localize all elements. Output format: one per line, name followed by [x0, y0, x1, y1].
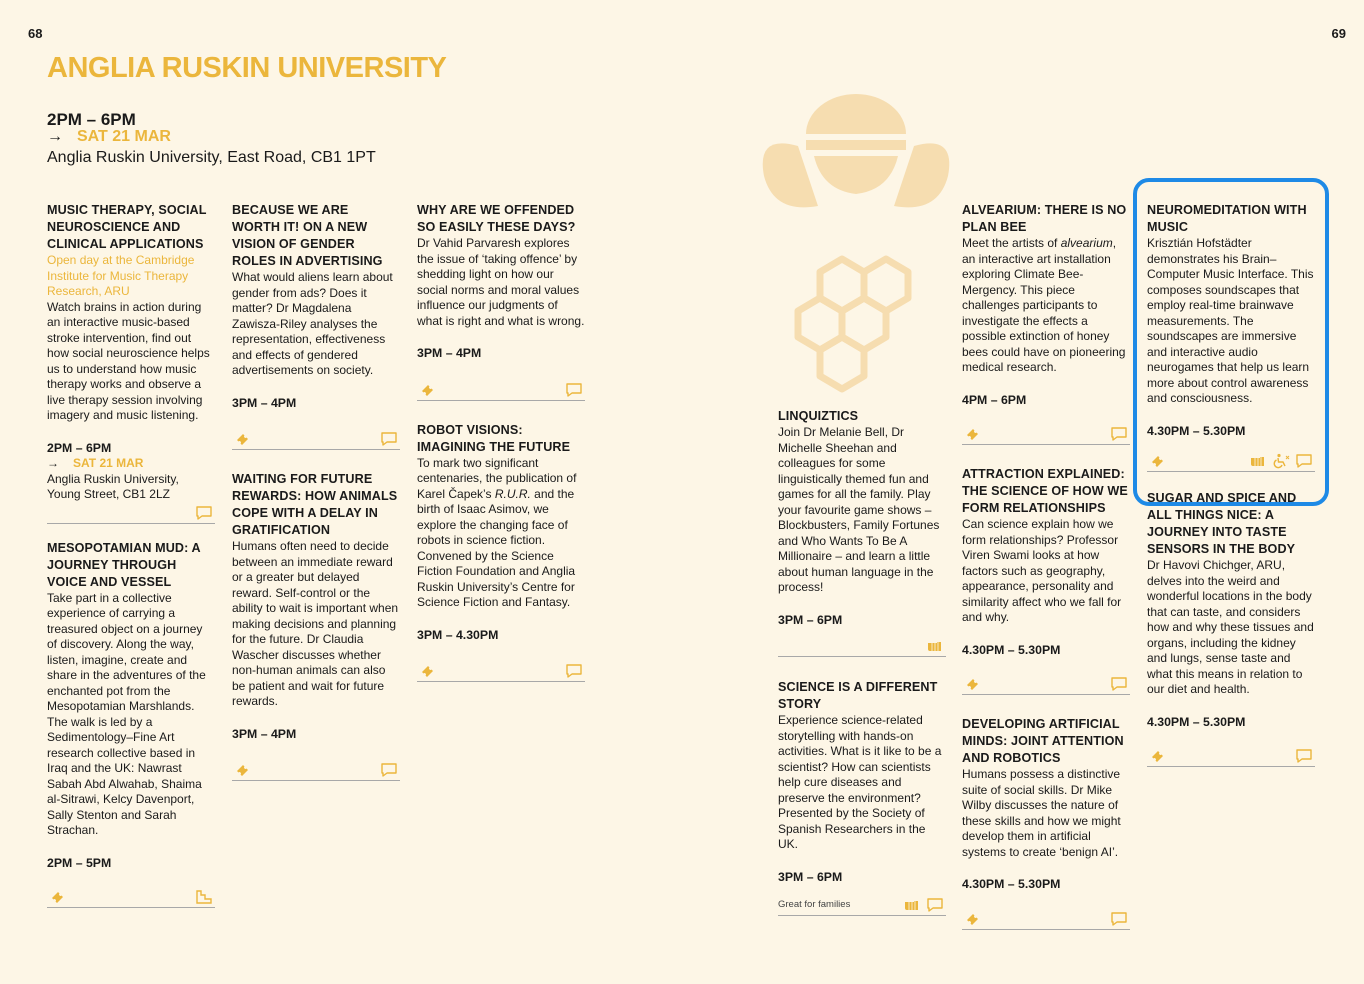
event-title: ROBOT VISIONS: IMAGINING THE FUTURE [417, 422, 571, 454]
event-time: 3PM – 6PM [778, 612, 843, 627]
event-time: 4.30PM – 5.30PM [962, 877, 1061, 891]
event-icon-row [232, 760, 400, 781]
page-number-left: 68 [28, 26, 43, 41]
speech-bubble-icon [926, 897, 944, 913]
speech-bubble-icon [1110, 676, 1128, 692]
event-icon-row: Great for families [778, 895, 946, 916]
speech-bubble-icon [565, 663, 583, 679]
event-title: BECAUSE WE ARE WORTH IT! ON A NEW VISION… [232, 203, 383, 268]
ticket-icon [420, 663, 436, 679]
family-note: Great for families [778, 898, 851, 910]
column-4: LINQUIZTICS Join Dr Melanie Bell, Dr Mic… [778, 408, 946, 916]
speech-bubble-icon [380, 762, 398, 778]
speech-bubble-icon [1295, 748, 1313, 764]
arrow-icon: → [47, 456, 59, 470]
event-description: Dr Havovi Chichger, ARU, delves into the… [1147, 558, 1314, 696]
event-time: 4.30PM – 5.30PM [1147, 714, 1246, 729]
bee-logo-icon [762, 94, 950, 393]
event-date: → SAT 21 MAR [47, 456, 144, 470]
event-description: Take part in a collective experience of … [47, 590, 206, 838]
event-description: Join Dr Melanie Bell, Dr Michelle Sheeha… [778, 425, 940, 594]
event-icon-row [417, 380, 585, 401]
event-time: 4.30PM – 5.30PM [1147, 423, 1246, 438]
event-description: Dr Vahid Parvaresh explores the issue of… [417, 236, 585, 328]
arrow-icon: → [47, 128, 63, 145]
page-number-right: 69 [1331, 26, 1346, 41]
event-title: NEUROMEDITATION WITH MUSIC [1147, 203, 1307, 234]
event-title: WAITING FOR FUTURE REWARDS: HOW ANIMALS … [232, 472, 398, 537]
event-time: 3PM – 6PM [778, 869, 843, 884]
event-time: 4.30PM – 5.30PM [962, 642, 1061, 657]
header-time: 2PM – 6PM [47, 110, 136, 129]
event-icon-row [47, 887, 215, 908]
hands-on-icon [903, 897, 921, 913]
event-title: MESOPOTAMIAN MUD: A JOURNEY THROUGH VOIC… [47, 540, 201, 589]
event-description: Meet the artists of alvearium, an intera… [962, 236, 1126, 374]
event-subtitle: Open day at the Cambridge Institute for … [47, 253, 195, 298]
event-icon-row [417, 661, 585, 682]
event-title: WHY ARE WE OFFENDED SO EASILY THESE DAYS… [417, 203, 576, 234]
event-description: What would aliens learn about gender fro… [232, 270, 393, 377]
column-1: MUSIC THERAPY, SOCIAL NEUROSCIENCE AND C… [47, 202, 215, 908]
event-description: To mark two significant centenaries, the… [417, 455, 577, 610]
event-description: Krisztián Hofstädter demonstrates his Br… [1147, 236, 1314, 405]
event-icon-row [778, 636, 946, 657]
ticket-icon [50, 889, 66, 905]
ticket-icon [965, 676, 981, 692]
event-time: 2PM – 5PM [47, 855, 112, 870]
accessibility-icon [1272, 453, 1290, 469]
column-5: ALVEARIUM: THERE IS NO PLAN BEE Meet the… [962, 202, 1130, 930]
ticket-icon [235, 431, 251, 447]
ticket-icon [1150, 748, 1166, 764]
event-time: 3PM – 4PM [232, 726, 297, 741]
ticket-icon [420, 382, 436, 398]
event-title: SUGAR AND SPICE AND ALL THINGS NICE: A J… [1147, 491, 1297, 556]
column-6: NEUROMEDITATION WITH MUSIC Krisztián Hof… [1147, 202, 1315, 767]
event-icon-row [1147, 746, 1315, 767]
event-time: 3PM – 4.30PM [417, 627, 499, 642]
column-2: BECAUSE WE ARE WORTH IT! ON A NEW VISION… [232, 202, 400, 781]
event-description: Watch brains in action during an interac… [47, 299, 210, 423]
header-date-text: SAT 21 MAR [77, 128, 171, 145]
event-title: DEVELOPING ARTIFICIAL MINDS: JOINT ATTEN… [962, 717, 1124, 765]
event-icon-row [962, 674, 1130, 695]
event-venue: Anglia Ruskin University, Young Street, … [47, 471, 179, 502]
event-icon-row [962, 424, 1130, 445]
event-description: Can science explain how we form relation… [962, 517, 1122, 624]
event-time: 4PM – 6PM [962, 392, 1027, 407]
speech-bubble-icon [565, 382, 583, 398]
event-description: Experience science-related storytelling … [778, 713, 942, 851]
hands-on-icon [1249, 453, 1267, 469]
event-time: 3PM – 4PM [232, 395, 297, 410]
event-title: SCIENCE IS A DIFFERENT STORY [778, 680, 938, 711]
speech-bubble-icon [1110, 911, 1128, 927]
step-icon [195, 889, 213, 905]
event-description: Humans possess a distinctive suite of so… [962, 767, 1121, 859]
ticket-icon [235, 762, 251, 778]
speech-bubble-icon [380, 431, 398, 447]
event-title: MUSIC THERAPY, SOCIAL NEUROSCIENCE AND C… [47, 203, 207, 251]
ticket-icon [1150, 453, 1166, 469]
event-icon-row [47, 503, 215, 524]
event-title: ALVEARIUM: THERE IS NO PLAN BEE [962, 203, 1127, 234]
header-date: → SAT 21 MAR [47, 128, 171, 146]
speech-bubble-icon [1295, 453, 1313, 469]
event-title: LINQUIZTICS [778, 409, 859, 423]
event-time: 3PM – 4PM [417, 346, 482, 360]
event-icon-row [962, 909, 1130, 930]
event-icon-row [232, 429, 400, 450]
event-description: Humans often need to decide between an i… [232, 539, 399, 708]
event-title: ATTRACTION EXPLAINED: THE SCIENCE OF HOW… [962, 467, 1128, 515]
event-icon-row [1147, 451, 1315, 472]
hands-on-icon [926, 638, 944, 654]
column-3: WHY ARE WE OFFENDED SO EASILY THESE DAYS… [417, 202, 585, 682]
speech-bubble-icon [1110, 426, 1128, 442]
speech-bubble-icon [195, 505, 213, 521]
selection-highlight [1133, 178, 1329, 506]
ticket-icon [965, 911, 981, 927]
ticket-icon [965, 426, 981, 442]
page-title: ANGLIA RUSKIN UNIVERSITY [47, 52, 447, 84]
header-venue: Anglia Ruskin University, East Road, CB1… [47, 149, 376, 166]
event-time: 2PM – 6PM [47, 440, 112, 455]
